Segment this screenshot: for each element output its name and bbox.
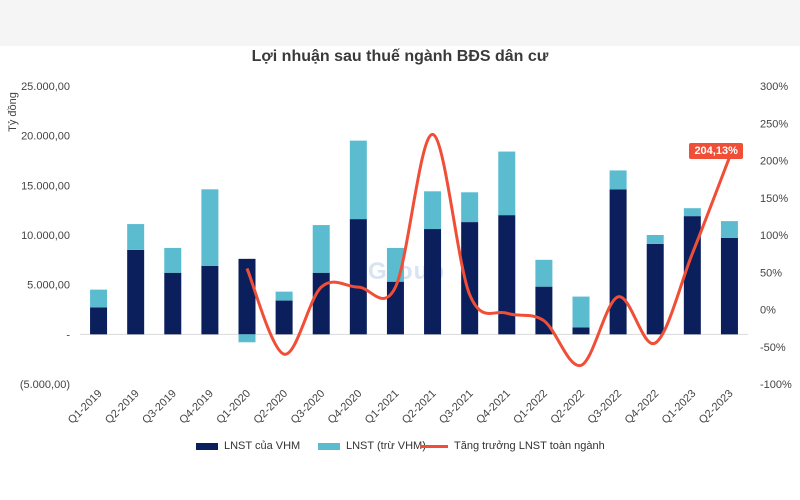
y2-tick-label: 200%	[760, 156, 788, 168]
bar-excl-vhm	[646, 235, 664, 244]
bar-vhm	[424, 229, 442, 335]
legend-item-excl-vhm: LNST (trừ VHM)	[318, 440, 426, 452]
growth-line	[245, 132, 731, 367]
y2-tick-label: -100%	[760, 379, 792, 391]
legend-item-vhm: LNST của VHM	[196, 440, 300, 452]
bar-excl-vhm	[498, 151, 516, 216]
top-band	[0, 0, 800, 46]
y-tick-label: (5.000,00)	[20, 379, 70, 391]
legend-label-excl-vhm: LNST (trừ VHM)	[346, 440, 426, 452]
x-tick-label: Q3-2021	[437, 388, 476, 427]
x-tick-label: Q1-2020	[214, 388, 253, 427]
y2-tick-label: 0%	[760, 305, 776, 317]
chart-title: Lợi nhuận sau thuế ngành BĐS dân cư	[251, 48, 549, 65]
bar-vhm	[461, 222, 479, 335]
bar-excl-vhm	[127, 224, 145, 250]
y2-tick-label: 100%	[760, 230, 788, 242]
bar-excl-vhm	[720, 221, 738, 238]
bar-vhm	[720, 237, 738, 335]
bar-excl-vhm	[461, 192, 479, 223]
bar-excl-vhm	[90, 289, 108, 308]
y-tick-label: 5.000,00	[27, 280, 70, 292]
bar-vhm	[498, 215, 516, 335]
x-tick-label: Q2-2021	[400, 388, 439, 427]
y-tick-label: 15.000,00	[21, 180, 70, 192]
bar-excl-vhm	[609, 170, 627, 190]
x-tick-label: Q1-2023	[660, 388, 699, 427]
y2-tick-label: -50%	[760, 342, 786, 354]
x-tick-label: Q4-2019	[177, 388, 216, 427]
bar-vhm	[646, 243, 664, 335]
bar-vhm	[349, 219, 367, 335]
x-tick-label: Q1-2019	[66, 388, 105, 427]
bar-vhm	[572, 327, 590, 335]
legend-label-growth: Tăng trưởng LNST toàn ngành	[454, 440, 605, 452]
x-tick-label: Q2-2023	[697, 388, 736, 427]
x-tick-label: Q3-2020	[289, 388, 328, 427]
bar-excl-vhm	[275, 291, 293, 301]
y-axis-label: Tỷ đồng	[7, 92, 19, 132]
y2-tick-label: 300%	[760, 81, 788, 93]
bar-excl-vhm	[238, 334, 256, 343]
x-tick-label: Q4-2020	[326, 388, 365, 427]
legend-item-growth: Tăng trưởng LNST toàn ngành	[420, 440, 605, 452]
bar-vhm	[535, 286, 553, 335]
bar-excl-vhm	[164, 247, 182, 273]
bar-excl-vhm	[535, 259, 553, 287]
x-tick-label: Q2-2020	[251, 388, 290, 427]
legend-swatch-excl-vhm	[318, 442, 340, 450]
y-tick-label: 25.000,00	[21, 81, 70, 93]
bar-vhm	[90, 307, 108, 335]
x-tick-label: Q1-2021	[363, 388, 402, 427]
x-tick-label: Q1-2022	[511, 388, 550, 427]
bar-vhm	[127, 249, 145, 335]
legend-swatch-vhm	[196, 442, 218, 450]
bar-excl-vhm	[349, 140, 367, 220]
x-tick-label: Q4-2021	[474, 388, 513, 427]
y-tick-label: -	[66, 329, 70, 341]
y2-tick-label: 250%	[760, 118, 788, 130]
legend-swatch-growth	[420, 444, 448, 448]
bar-vhm	[201, 265, 219, 335]
y2-tick-label: 50%	[760, 267, 782, 279]
bar-vhm	[312, 272, 330, 335]
bar-vhm	[609, 189, 627, 335]
x-tick-label: Q2-2022	[548, 388, 587, 427]
bar-excl-vhm	[424, 191, 442, 230]
y-tick-label: 10.000,00	[21, 230, 70, 242]
x-tick-label: Q4-2022	[623, 388, 662, 427]
x-tick-label: Q2-2019	[103, 388, 142, 427]
bar-excl-vhm	[683, 208, 701, 217]
bar-vhm	[275, 300, 293, 335]
legend-label-vhm: LNST của VHM	[224, 440, 301, 452]
growth-callout: 204,13%	[689, 143, 743, 160]
x-tick-label: Q3-2019	[140, 388, 179, 427]
bar-vhm	[683, 216, 701, 335]
x-tick-label: Q3-2022	[585, 388, 624, 427]
y-tick-label: 20.000,00	[21, 131, 70, 143]
bar-vhm	[164, 272, 182, 335]
bar-excl-vhm	[312, 225, 330, 273]
bar-excl-vhm	[201, 189, 219, 266]
y2-tick-label: 150%	[760, 193, 788, 205]
bar-excl-vhm	[572, 296, 590, 328]
